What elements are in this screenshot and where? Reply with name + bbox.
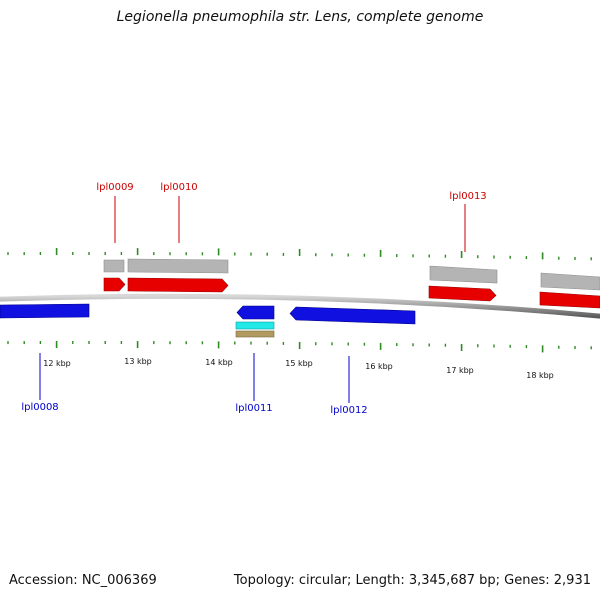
gene-arrow-lpl0013[interactable] xyxy=(428,285,497,302)
genome-backbone xyxy=(0,293,600,319)
scale-label-14kbp: 14 kbp xyxy=(205,358,233,367)
genome-summary: Topology: circular; Length: 3,345,687 bp… xyxy=(233,573,591,588)
gene-label-lpl0013[interactable]: lpl0013 xyxy=(449,191,486,202)
gene-arrow-forward[interactable] xyxy=(539,291,600,309)
gene-label-lpl0012[interactable]: lpl0012 xyxy=(330,405,367,416)
gene-label-lpl0009[interactable]: lpl0009 xyxy=(96,182,133,193)
scale-label-12kbp: 12 kbp xyxy=(43,359,71,368)
feature-bar-gray xyxy=(429,265,498,284)
scale-label-15kbp: 15 kbp xyxy=(285,359,313,368)
feature-bar-gray xyxy=(540,272,600,291)
gene-label-lpl0010[interactable]: lpl0010 xyxy=(160,182,197,193)
scale-label-16kbp: 16 kbp xyxy=(365,362,393,371)
gene-arrow-lpl0012[interactable] xyxy=(289,306,416,325)
feature-bar-gray xyxy=(127,258,229,274)
gene-arrow-lpl0010[interactable] xyxy=(127,277,229,293)
inner-tick-marks xyxy=(7,341,592,353)
gene-label-lpl0011[interactable]: lpl0011 xyxy=(235,403,272,414)
scale-label-17kbp: 17 kbp xyxy=(446,366,474,375)
scale-label-18kbp: 18 kbp xyxy=(526,371,554,380)
feature-bar-tan xyxy=(235,330,275,338)
accession-label: Accession: NC_006369 xyxy=(9,573,157,588)
outer-tick-marks xyxy=(7,248,592,261)
map-title: Legionella pneumophila str. Lens, comple… xyxy=(116,9,484,25)
gene-label-lpl0008[interactable]: lpl0008 xyxy=(21,402,58,413)
gene-arrow-lpl0008[interactable] xyxy=(0,303,90,319)
gene-arrow-lpl0009[interactable] xyxy=(103,277,126,292)
scale-label-13kbp: 13 kbp xyxy=(124,357,152,366)
feature-bar-gray xyxy=(103,259,125,273)
feature-bar-cyan xyxy=(235,321,275,330)
gene-arrow-lpl0011[interactable] xyxy=(236,305,275,320)
